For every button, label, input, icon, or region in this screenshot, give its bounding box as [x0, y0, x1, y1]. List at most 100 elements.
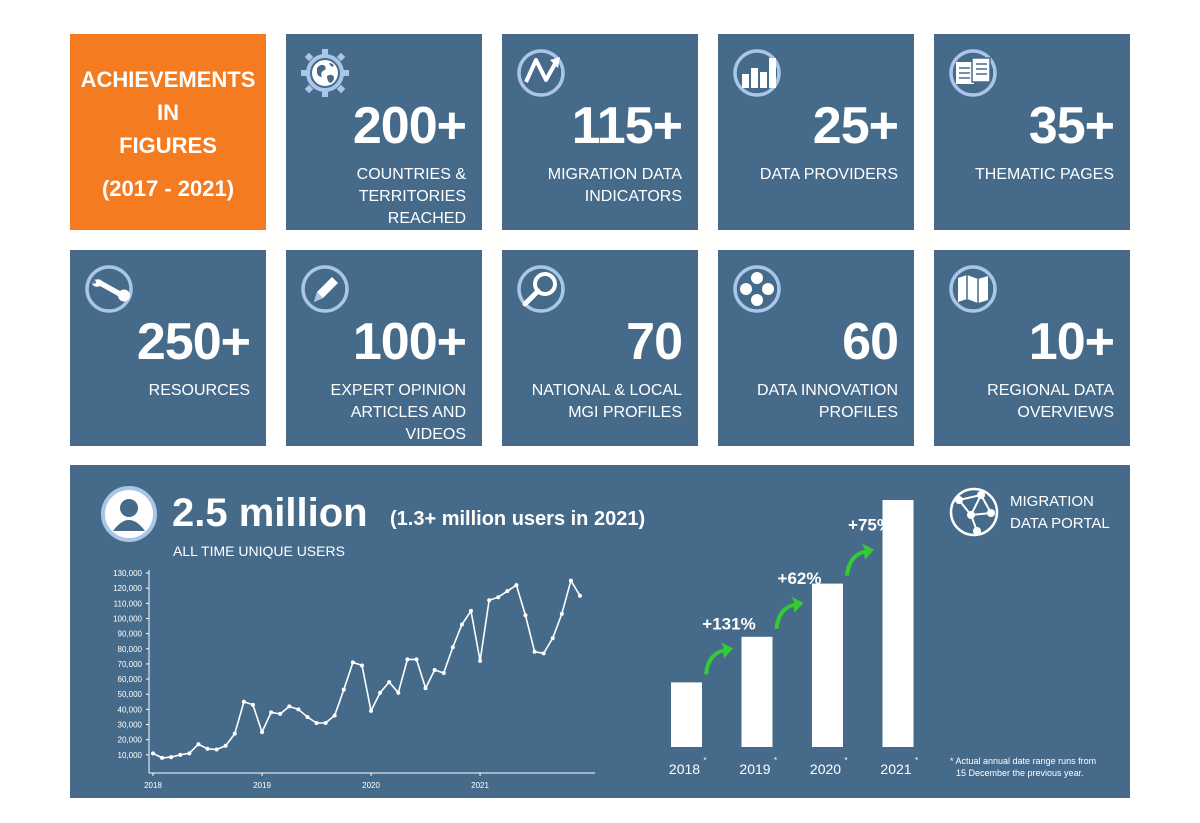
- users-series-line: [152, 578, 581, 759]
- monthly-users-line-chart: 10,000 20,000 30,000 40,000 50,000 60,000 70,0…: [113, 569, 595, 790]
- stat-value: 10+: [1028, 313, 1115, 371]
- stat-label: REGIONAL DATA OVERVIEWS: [938, 380, 1114, 424]
- stat-label-line: INDICATORS: [584, 188, 682, 205]
- growth-label: +62%: [778, 569, 822, 588]
- bar-category-marker: *: [845, 756, 848, 765]
- bar-category-marker: *: [704, 756, 707, 765]
- users-data-point: [414, 657, 419, 662]
- bar-category-marker: *: [915, 756, 918, 765]
- stat-label-line: OVERVIEWS: [1017, 404, 1114, 421]
- users-data-point: [405, 657, 410, 662]
- footnote-line: * Actual annual date range runs from: [950, 756, 1097, 766]
- stat-label-line: MGI PROFILES: [568, 404, 682, 421]
- stat-tile-mgi-profiles: 70 NATIONAL & LOCAL MGI PROFILES: [502, 250, 698, 446]
- annual-users-bar: [741, 636, 773, 747]
- stat-label-line: ARTICLES AND VIDEOS: [350, 404, 466, 443]
- users-data-point: [505, 589, 510, 594]
- users-data-point: [169, 755, 174, 760]
- stat-value: 60: [842, 313, 899, 371]
- stat-label-line: DATA INNOVATION: [756, 382, 898, 399]
- stat-tile-expert-opinion: 100+ EXPERT OPINION ARTICLES AND VIDEOS: [286, 250, 482, 446]
- y-tick-label: 10,000: [118, 751, 143, 760]
- globe-gear-icon: [301, 49, 349, 97]
- stat-label-line: THEMATIC PAGES: [975, 166, 1114, 183]
- y-tick-label: 30,000: [118, 721, 143, 730]
- users-data-point: [478, 658, 483, 663]
- users-data-point: [532, 649, 537, 654]
- users-data-point: [514, 583, 519, 588]
- users-data-point: [468, 608, 473, 613]
- users-data-point: [178, 752, 183, 757]
- portal-label: MIGRATION DATA PORTAL: [1010, 491, 1110, 535]
- stat-label: DATA PROVIDERS: [722, 164, 898, 186]
- users-data-point: [160, 755, 165, 760]
- users-data-point: [260, 730, 265, 735]
- stat-tile-resources: 250+ RESOURCES: [70, 250, 266, 446]
- users-data-point: [441, 671, 446, 676]
- bar-category-label: 2018: [669, 761, 700, 777]
- stat-label: EXPERT OPINION ARTICLES AND VIDEOS: [290, 380, 466, 446]
- users-data-point: [387, 680, 392, 685]
- annual-users-bar: [671, 682, 702, 747]
- x-tick-label: 2021: [471, 781, 489, 790]
- users-data-point: [232, 731, 237, 736]
- users-data-point: [187, 751, 192, 756]
- users-data-point: [296, 707, 301, 712]
- x-tick-label: 2019: [253, 781, 271, 790]
- achievements-date-range: (2017 - 2021): [101, 175, 235, 201]
- users-data-point: [323, 721, 328, 726]
- stat-label-line: PROFILES: [818, 404, 898, 421]
- stat-value: 25+: [812, 97, 899, 155]
- users-data-point: [487, 598, 492, 603]
- growth-label: +75%: [848, 516, 892, 535]
- users-data-point: [305, 714, 310, 719]
- user-avatar-icon: [101, 486, 157, 542]
- stat-value: 100+: [352, 313, 467, 371]
- stat-label-line: REGIONAL DATA: [987, 382, 1114, 399]
- users-data-point: [241, 699, 246, 704]
- bar-category-label: 2019: [739, 761, 770, 777]
- stat-tile-providers: 25+ DATA PROVIDERS: [718, 34, 914, 230]
- achievements-title-line-3: FIGURES: [119, 132, 217, 158]
- y-tick-label: 70,000: [118, 660, 143, 669]
- bar-category-label: 2020: [810, 761, 841, 777]
- stat-tile-thematic: 35+ THEMATIC PAGES: [934, 34, 1130, 230]
- achievements-title-tile: ACHIEVEMENTS IN FIGURES (2017 - 2021): [70, 34, 266, 230]
- wrench-icon: [85, 265, 133, 313]
- stat-tile-regional-overviews: 10+ REGIONAL DATA OVERVIEWS: [934, 250, 1130, 446]
- stat-label: MIGRATION DATA INDICATORS: [506, 164, 682, 208]
- growth-label: +131%: [702, 614, 755, 633]
- users-data-point: [214, 747, 219, 752]
- y-tick-label: 110,000: [114, 599, 143, 608]
- y-tick-label: 20,000: [118, 736, 143, 745]
- users-data-point: [314, 721, 319, 726]
- users-2021-subheadline: (1.3+ million users in 2021): [390, 508, 646, 530]
- y-tick-label: 120,000: [113, 584, 142, 593]
- footnote-line: 15 December the previous year.: [956, 768, 1084, 778]
- y-tick-label: 40,000: [118, 705, 143, 714]
- annual-users-bar: [812, 583, 843, 747]
- map-icon: [949, 265, 997, 313]
- users-data-point: [151, 751, 155, 756]
- stat-value: 200+: [352, 97, 467, 155]
- users-data-point: [341, 687, 346, 692]
- users-data-point: [250, 702, 255, 707]
- stat-value: 35+: [1028, 97, 1115, 155]
- stat-label-line: DATA PROVIDERS: [759, 166, 898, 183]
- y-tick-label: 50,000: [118, 690, 143, 699]
- y-tick-label: 80,000: [118, 645, 143, 654]
- y-tick-label: 60,000: [118, 675, 143, 684]
- achievements-title-line-1: ACHIEVEMENTS: [80, 66, 256, 92]
- users-data-point: [568, 578, 573, 583]
- users-data-point: [369, 708, 374, 713]
- users-data-point: [578, 593, 582, 598]
- users-data-point: [269, 710, 274, 715]
- users-data-point: [359, 663, 364, 668]
- stat-label-line: MIGRATION DATA: [547, 166, 682, 183]
- bar-chart-icon: [733, 49, 781, 97]
- stat-label: COUNTRIES & TERRITORIES REACHED: [290, 164, 466, 230]
- users-data-point: [450, 645, 455, 650]
- stat-label: DATA INNOVATION PROFILES: [722, 380, 898, 424]
- pencil-icon: [301, 265, 349, 313]
- users-data-point: [396, 690, 401, 695]
